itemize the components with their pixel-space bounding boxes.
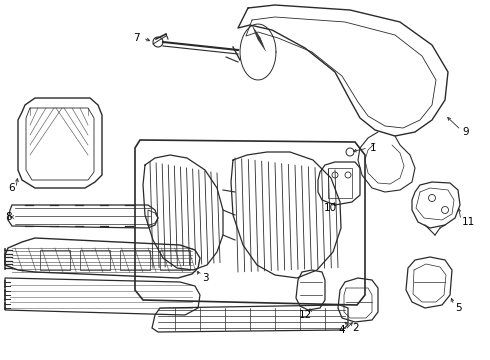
Text: 8: 8 [5,212,12,222]
Text: 2: 2 [352,323,359,333]
Text: 5: 5 [455,303,462,313]
Text: 1: 1 [370,143,377,153]
Text: 9: 9 [462,127,468,137]
Text: 4: 4 [339,325,345,335]
Text: 11: 11 [462,217,475,227]
Text: 10: 10 [323,203,337,213]
Text: 3: 3 [202,273,209,283]
Text: 6: 6 [8,183,15,193]
Text: 12: 12 [298,310,312,320]
Text: 7: 7 [133,33,140,43]
